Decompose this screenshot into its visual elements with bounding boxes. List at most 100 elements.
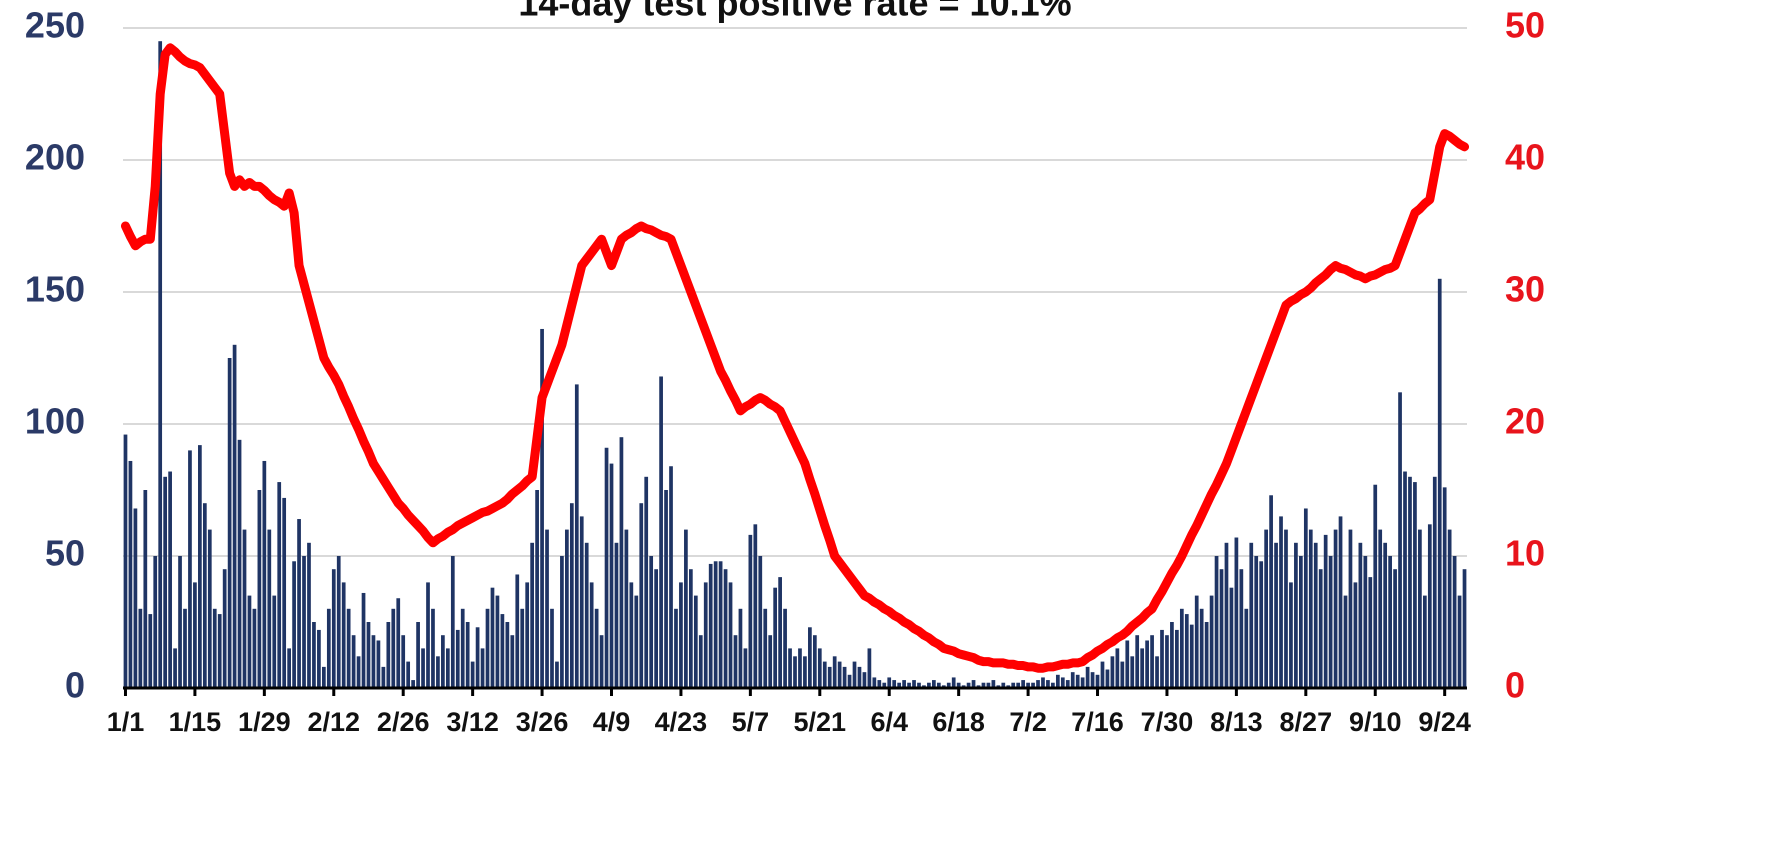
bar (946, 682, 951, 688)
bar (1338, 516, 1343, 688)
bar (599, 635, 604, 688)
bar (188, 450, 192, 688)
bar (1398, 392, 1402, 688)
rate-line (120, 43, 1470, 673)
bar (495, 595, 500, 688)
bar (1214, 556, 1219, 688)
bar (525, 582, 530, 688)
bar (262, 460, 267, 688)
bar (579, 516, 584, 688)
bar (455, 629, 460, 688)
bar (232, 344, 237, 688)
bar (445, 648, 450, 688)
bar (1046, 680, 1050, 688)
bar (252, 608, 257, 688)
bar (1393, 569, 1397, 688)
bar (584, 542, 589, 688)
bar (1264, 529, 1269, 688)
bar (565, 529, 569, 688)
bar (1239, 569, 1244, 688)
bar (917, 682, 921, 688)
x-tick-label: 7/30 (1141, 707, 1194, 737)
bar (679, 582, 683, 688)
bar (738, 608, 743, 688)
bar (684, 529, 688, 688)
bar (1125, 640, 1130, 688)
bar (1274, 542, 1278, 688)
bar (326, 608, 331, 688)
bar (788, 648, 792, 688)
bar (748, 534, 753, 688)
bar (574, 384, 579, 688)
bar (1363, 556, 1368, 688)
bar (1224, 542, 1229, 688)
x-tick-label: 7/16 (1071, 707, 1124, 737)
bar (619, 437, 624, 688)
bar (1313, 542, 1318, 688)
bar (247, 595, 252, 688)
bar (212, 608, 217, 688)
bar (450, 556, 455, 688)
bar (545, 529, 549, 688)
x-tick-label: 2/26 (377, 707, 430, 737)
bar (237, 439, 242, 688)
bar (718, 561, 723, 688)
bar (356, 656, 361, 688)
bar (1427, 524, 1432, 688)
bar (1026, 682, 1030, 688)
bar (1373, 484, 1378, 688)
bar (659, 376, 663, 688)
bar (540, 328, 544, 688)
bar (842, 666, 847, 688)
bar (1150, 635, 1154, 688)
bar (520, 608, 525, 688)
bar (852, 661, 857, 688)
bar (1358, 542, 1363, 688)
bar (277, 482, 282, 688)
bar (560, 556, 564, 688)
bar (1170, 622, 1174, 688)
bar (1462, 569, 1467, 688)
bar (505, 622, 510, 688)
bar (639, 503, 644, 688)
bar (242, 529, 247, 688)
bar (163, 476, 168, 688)
y-tick-label: 200 (25, 137, 85, 178)
bar (307, 542, 311, 688)
bar (1368, 577, 1373, 688)
bar (198, 445, 202, 688)
y2-tick-label: 30 (1505, 269, 1545, 310)
x-tick-label: 1/29 (238, 707, 291, 737)
bar (778, 577, 782, 688)
bar (867, 648, 872, 688)
bar (178, 556, 182, 688)
bar (1145, 640, 1149, 688)
x-tick-label: 7/2 (1009, 707, 1047, 737)
bar (912, 680, 916, 688)
bar (674, 608, 678, 688)
bar (1457, 595, 1462, 688)
bar (480, 648, 485, 688)
bar (907, 682, 911, 688)
bar (604, 447, 609, 688)
bar (1299, 556, 1303, 688)
bar (1001, 682, 1006, 688)
bar (207, 529, 212, 688)
x-tick-label: 8/13 (1210, 707, 1263, 737)
bar (1348, 529, 1353, 688)
bar (490, 587, 495, 688)
bar (1055, 674, 1060, 688)
bar (227, 358, 232, 688)
bar (708, 563, 713, 688)
bar (1194, 595, 1199, 688)
bar (436, 656, 440, 688)
bar (1249, 542, 1254, 688)
bar (391, 608, 396, 688)
bar (877, 680, 882, 688)
bar (1383, 542, 1388, 688)
y2-tick-label: 50 (1505, 5, 1545, 46)
bar (1130, 656, 1135, 688)
bar (1343, 595, 1348, 688)
bar (654, 569, 658, 688)
bar (1422, 595, 1427, 688)
